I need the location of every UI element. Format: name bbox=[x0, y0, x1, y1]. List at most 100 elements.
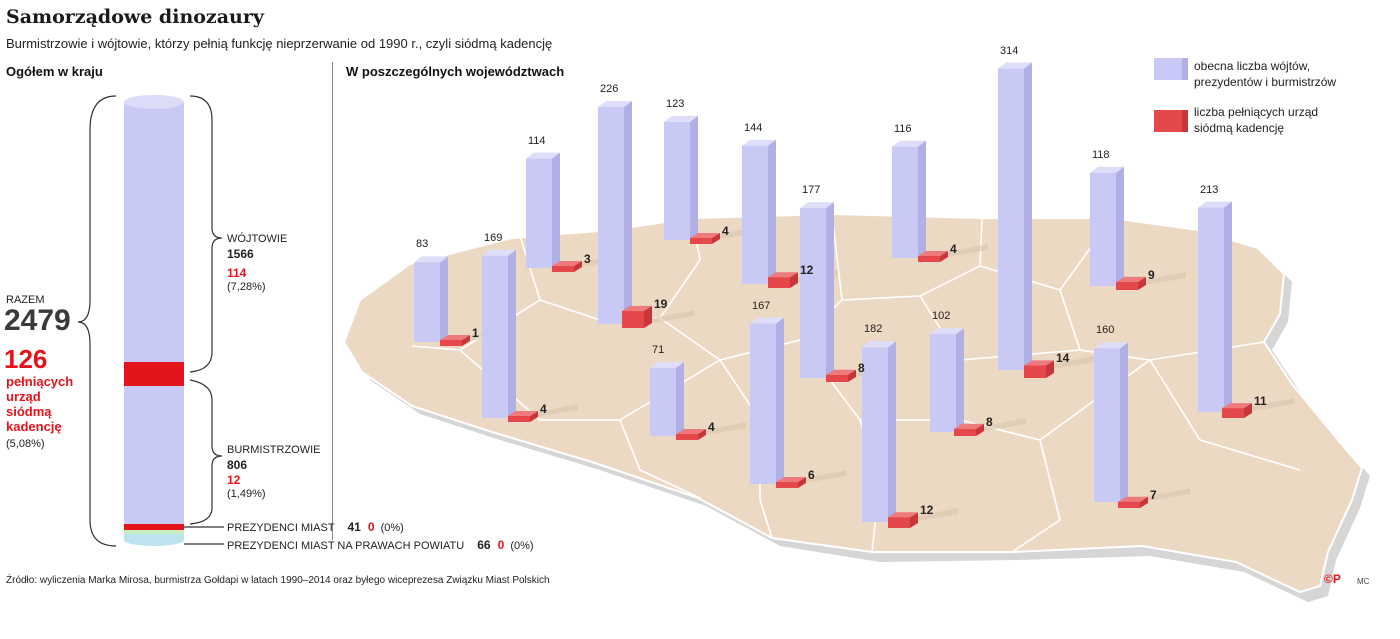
legend-seventh-swatch bbox=[1154, 110, 1188, 132]
bar-seventh-label: 19 bbox=[654, 296, 668, 311]
wojtowie-label: WÓJTOWIE bbox=[227, 233, 288, 245]
bar-seventh bbox=[1118, 501, 1140, 508]
bar-seventh-label: 12 bbox=[800, 263, 814, 278]
bar-seventh bbox=[888, 517, 910, 528]
bar-total-side bbox=[826, 202, 834, 378]
bar-seventh bbox=[1222, 408, 1244, 418]
bar-seventh-side bbox=[940, 251, 948, 262]
bar-total bbox=[664, 121, 690, 240]
bar-seventh-side bbox=[1138, 276, 1146, 290]
bar-seventh bbox=[622, 310, 644, 328]
braces bbox=[77, 95, 224, 547]
bar-seventh-top bbox=[888, 512, 918, 518]
bar-seventh-label: 9 bbox=[1148, 267, 1155, 282]
bar-seventh-side bbox=[798, 477, 806, 488]
bar-seventh-label: 4 bbox=[708, 420, 715, 434]
bar-seventh-top bbox=[954, 423, 984, 429]
bar-total-side bbox=[690, 115, 698, 240]
bar-seventh-label: 4 bbox=[540, 402, 547, 416]
bar-seventh bbox=[508, 416, 530, 422]
section-divider bbox=[332, 62, 333, 540]
seventh-label-line-2: urząd bbox=[6, 389, 41, 404]
bar-seventh-label: 14 bbox=[1056, 351, 1070, 366]
bar-seventh bbox=[690, 238, 712, 244]
left-section-title: Ogółem w kraju bbox=[6, 64, 103, 79]
bar-total bbox=[526, 158, 552, 268]
burmistrzowie-label: BURMISTRZOWIE bbox=[227, 444, 321, 456]
bar-seventh-side bbox=[848, 369, 856, 382]
burmistrzowie-brace bbox=[189, 379, 223, 525]
burmistrzowie-seventh: 12 bbox=[227, 473, 241, 487]
bar-seventh-label: 6 bbox=[808, 468, 815, 482]
bar-total-side bbox=[1224, 201, 1232, 412]
bar-total-label: 169 bbox=[484, 231, 503, 244]
bar-seventh-top bbox=[676, 429, 706, 434]
prezydenci-powiat-pct: (0%) bbox=[510, 540, 534, 552]
seventh-pct: (5,08%) bbox=[6, 438, 45, 450]
source-note: Źródło: wyliczenia Marka Mirosa, burmist… bbox=[6, 575, 550, 586]
bar-total-label: 83 bbox=[416, 238, 429, 251]
bar-total-label: 116 bbox=[894, 122, 912, 135]
bar-seventh-top bbox=[1118, 496, 1148, 502]
bar-total-top bbox=[750, 317, 784, 324]
bar-total-side bbox=[1116, 166, 1124, 286]
right-section-title: W poszczególnych województwach bbox=[346, 64, 565, 79]
bar-seventh-label: 8 bbox=[858, 360, 865, 375]
bar-total-label: 177 bbox=[802, 184, 821, 197]
bar-seventh-side bbox=[462, 335, 470, 346]
wojtowie-pct: (7,28%) bbox=[227, 281, 266, 293]
razem-value: 2479 bbox=[4, 304, 71, 337]
prezydenci-powiat-total: 66 bbox=[477, 538, 491, 552]
seventh-label: pełniących urząd siódmą kadencję bbox=[6, 374, 73, 434]
bar-seventh bbox=[826, 374, 848, 382]
bar-seventh-label: 7 bbox=[1150, 487, 1157, 502]
bar-total-top bbox=[1198, 201, 1232, 208]
legend-total-line-1: obecna liczba wójtów, bbox=[1194, 59, 1311, 73]
legend-seventh-line-2: siódmą kadencję bbox=[1194, 121, 1285, 135]
bar-total bbox=[892, 146, 918, 258]
cylinder-wojtowie bbox=[124, 102, 184, 362]
bar-seventh bbox=[440, 340, 462, 346]
bar-total-side bbox=[918, 140, 926, 258]
bar-total-label: 118 bbox=[1092, 148, 1110, 161]
bar-total-label: 182 bbox=[864, 323, 883, 336]
bar-total-side bbox=[624, 101, 632, 324]
bar-total-top bbox=[1094, 342, 1128, 349]
bar-seventh-top bbox=[508, 411, 538, 416]
cylinder-prezydenci bbox=[124, 530, 184, 534]
wojtowie-brace bbox=[189, 95, 223, 373]
bar-seventh-side bbox=[910, 512, 918, 528]
bar-total-label: 71 bbox=[652, 343, 665, 356]
bar-seventh-side bbox=[712, 233, 720, 244]
bar-total bbox=[742, 145, 768, 284]
bar-seventh-top bbox=[826, 369, 856, 375]
bar-seventh-top bbox=[776, 477, 806, 482]
bar-total-top bbox=[998, 62, 1032, 69]
bar-seventh bbox=[954, 428, 976, 436]
bar-total-top bbox=[862, 341, 896, 348]
bar-total-side bbox=[768, 139, 776, 284]
bar-seventh-side bbox=[1140, 496, 1148, 508]
author-initials: MC bbox=[1357, 577, 1370, 586]
burmistrzowie-total: 806 bbox=[227, 458, 248, 472]
bar-total-label: 160 bbox=[1096, 324, 1115, 337]
bar-total-side bbox=[888, 341, 896, 522]
cylinder-top bbox=[124, 95, 184, 109]
bar-seventh bbox=[1024, 365, 1046, 378]
bar-seventh-side bbox=[530, 411, 538, 422]
bar-total-label: 226 bbox=[600, 83, 619, 96]
bar-seventh-label: 8 bbox=[986, 414, 993, 429]
legend-total-label: obecna liczba wójtów, prezydentów i burm… bbox=[1194, 58, 1336, 90]
bar-seventh-top bbox=[440, 335, 470, 340]
bar-seventh-top bbox=[1024, 360, 1054, 366]
chart-subtitle: Burmistrzowie i wójtowie, którzy pełnią … bbox=[6, 36, 553, 51]
legend-seventh-label: liczba pełniących urząd siódmą kadencję bbox=[1194, 104, 1318, 136]
razem-label: RAZEM bbox=[6, 294, 45, 306]
seventh-label-line-4: kadencję bbox=[6, 419, 62, 434]
bar-total-label: 114 bbox=[528, 134, 546, 147]
bar-total-label: 144 bbox=[744, 121, 763, 134]
publisher-logo: ©P bbox=[1324, 572, 1341, 586]
bar-seventh-label: 11 bbox=[1254, 394, 1267, 409]
bar-total-label: 123 bbox=[666, 97, 685, 110]
bar-total bbox=[650, 367, 676, 436]
